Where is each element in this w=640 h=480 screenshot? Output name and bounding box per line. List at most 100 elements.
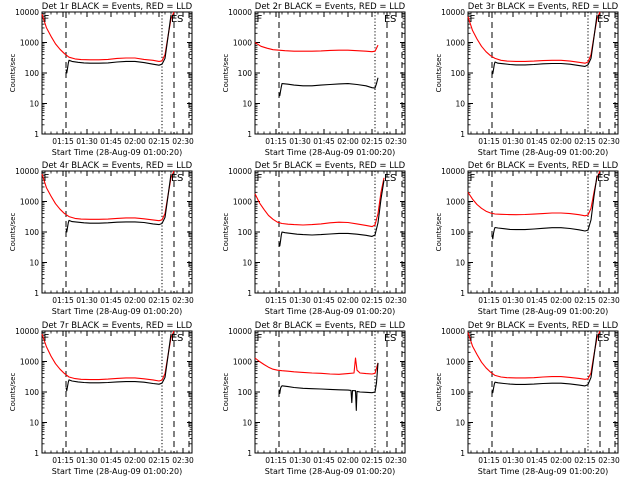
x-tick-label: 01:30 bbox=[289, 296, 311, 305]
x-axis-label: Start Time (28-Aug-09 01:00:20) bbox=[52, 467, 183, 476]
x-tick-label: 02:00 bbox=[124, 296, 146, 305]
detector-panel: Det 3r BLACK = Events, RED = LLD 1 10 100 10… bbox=[435, 2, 620, 157]
y-tick-label: 100 bbox=[25, 228, 40, 237]
y-tick-label: 10 bbox=[455, 419, 465, 428]
x-axis-label: Start Time (28-Aug-09 01:00:20) bbox=[478, 148, 609, 157]
x-tick-label: 02:30 bbox=[172, 456, 194, 465]
x-tick-label: 01:15 bbox=[478, 456, 500, 465]
detector-panel: Det 7r BLACK = Events, RED = LLD 1 10 100 10… bbox=[9, 321, 194, 476]
x-tick-label: 02:30 bbox=[172, 137, 194, 146]
y-tick-label: 10 bbox=[29, 259, 39, 268]
y-tick-label: 1 bbox=[34, 449, 39, 458]
lld-rate-line bbox=[41, 170, 175, 222]
x-tick-label: 01:45 bbox=[313, 296, 335, 305]
x-tick-label: 01:15 bbox=[52, 456, 74, 465]
x-tick-label: 02:15 bbox=[361, 137, 383, 146]
y-axis-label: Counts/sec bbox=[435, 54, 443, 93]
event-marker-label: E bbox=[171, 173, 177, 184]
event-marker-label: E bbox=[384, 14, 390, 25]
event-marker-label: E bbox=[171, 333, 177, 344]
y-tick-label: 100 bbox=[451, 69, 466, 78]
x-axis-label: Start Time (28-Aug-09 01:00:20) bbox=[52, 307, 183, 316]
x-tick-label: 01:15 bbox=[265, 296, 287, 305]
events-rate-line bbox=[65, 14, 172, 74]
event-marker-label: S bbox=[603, 173, 609, 184]
events-rate-line bbox=[278, 362, 379, 411]
y-tick-label: 1 bbox=[247, 289, 252, 298]
x-tick-label: 01:30 bbox=[502, 296, 524, 305]
x-tick-label: 01:30 bbox=[76, 137, 98, 146]
x-tick-label: 02:15 bbox=[148, 137, 170, 146]
x-tick-label: 01:45 bbox=[313, 456, 335, 465]
y-tick-label: 1 bbox=[247, 130, 252, 139]
y-tick-label: 1000 bbox=[20, 198, 39, 207]
x-tick-label: 02:00 bbox=[550, 137, 572, 146]
x-tick-label: 02:15 bbox=[574, 296, 596, 305]
events-rate-line bbox=[491, 14, 598, 75]
lld-rate-line bbox=[467, 330, 601, 380]
event-marker-label: E bbox=[384, 333, 390, 344]
y-tick-label: 10000 bbox=[228, 8, 252, 17]
y-tick-label: 1000 bbox=[233, 198, 252, 207]
y-tick-label: 10000 bbox=[15, 8, 39, 17]
y-tick-label: 100 bbox=[451, 228, 466, 237]
x-tick-label: 01:45 bbox=[526, 456, 548, 465]
y-tick-label: 1000 bbox=[446, 198, 465, 207]
event-marker-label: E bbox=[597, 173, 603, 184]
y-tick-label: 1 bbox=[460, 130, 465, 139]
events-rate-line bbox=[65, 333, 172, 392]
x-tick-label: 02:15 bbox=[361, 456, 383, 465]
x-tick-label: 02:00 bbox=[337, 456, 359, 465]
lld-rate-line bbox=[41, 330, 175, 382]
x-tick-label: 02:15 bbox=[574, 456, 596, 465]
x-tick-label: 02:00 bbox=[550, 296, 572, 305]
y-tick-label: 1 bbox=[247, 449, 252, 458]
y-axis-label: Counts/sec bbox=[9, 54, 17, 93]
y-axis-label: Counts/sec bbox=[222, 373, 230, 412]
x-tick-label: 02:00 bbox=[337, 296, 359, 305]
panel-title: Det 2r BLACK = Events, RED = LLD bbox=[255, 2, 406, 12]
panel-title: Det 5r BLACK = Events, RED = LLD bbox=[255, 161, 406, 171]
y-axis-label: Counts/sec bbox=[222, 54, 230, 93]
y-axis-label: Counts/sec bbox=[435, 373, 443, 412]
x-tick-label: 01:30 bbox=[289, 137, 311, 146]
x-tick-label: 01:15 bbox=[478, 137, 500, 146]
event-marker-label: E bbox=[171, 14, 177, 25]
event-marker-label: F bbox=[470, 173, 476, 184]
event-marker-label: E bbox=[597, 14, 603, 25]
y-tick-label: 10000 bbox=[441, 167, 465, 176]
event-marker-label: S bbox=[603, 333, 609, 344]
x-tick-label: 02:00 bbox=[124, 137, 146, 146]
x-tick-label: 02:00 bbox=[337, 137, 359, 146]
event-marker-label: F bbox=[257, 333, 263, 344]
x-tick-label: 02:00 bbox=[124, 456, 146, 465]
x-tick-label: 01:45 bbox=[100, 137, 122, 146]
detector-panel: Det 6r BLACK = Events, RED = LLD 1 10 100 10… bbox=[435, 161, 620, 316]
event-marker-label: S bbox=[177, 14, 183, 25]
y-tick-label: 10000 bbox=[15, 167, 39, 176]
event-marker-label: E bbox=[384, 173, 390, 184]
x-tick-label: 01:45 bbox=[313, 137, 335, 146]
plot-frame bbox=[254, 330, 406, 454]
event-marker-label: F bbox=[44, 333, 50, 344]
lld-rate-line bbox=[254, 42, 379, 53]
panel-title: Det 6r BLACK = Events, RED = LLD bbox=[468, 161, 619, 171]
events-rate-line bbox=[278, 77, 379, 97]
y-tick-label: 100 bbox=[238, 69, 253, 78]
panel-title: Det 8r BLACK = Events, RED = LLD bbox=[255, 321, 406, 331]
plot-frame bbox=[467, 330, 619, 454]
detector-panel: Det 2r BLACK = Events, RED = LLD 1 10 100 10… bbox=[222, 2, 407, 157]
x-tick-label: 01:15 bbox=[52, 296, 74, 305]
y-tick-label: 10000 bbox=[441, 327, 465, 336]
x-tick-label: 01:45 bbox=[100, 296, 122, 305]
x-axis-label: Start Time (28-Aug-09 01:00:20) bbox=[265, 148, 396, 157]
event-marker-label: S bbox=[177, 333, 183, 344]
x-tick-label: 01:45 bbox=[526, 137, 548, 146]
x-tick-label: 02:30 bbox=[385, 137, 407, 146]
event-marker-label: F bbox=[470, 333, 476, 344]
x-tick-label: 02:30 bbox=[172, 296, 194, 305]
plot-frame bbox=[254, 11, 406, 135]
y-tick-label: 1000 bbox=[20, 39, 39, 48]
x-tick-label: 02:15 bbox=[574, 137, 596, 146]
events-rate-line bbox=[491, 333, 598, 394]
